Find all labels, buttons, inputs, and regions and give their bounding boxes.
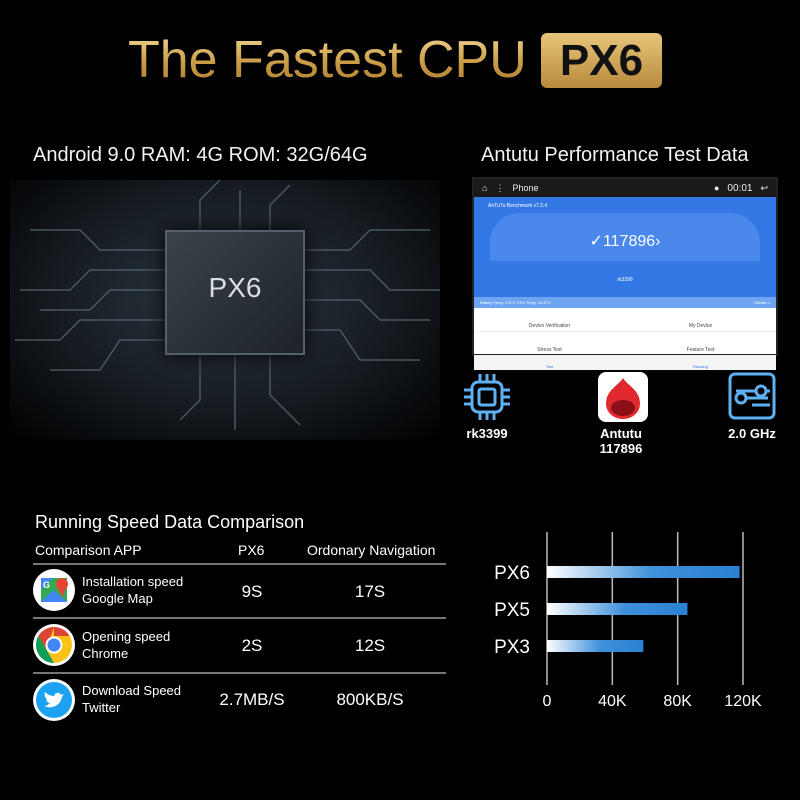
antutu-score: 117896 <box>602 233 656 250</box>
row-metric: Download Speed <box>82 683 182 698</box>
row-app: Chrome <box>82 646 129 661</box>
row-label: Download Speed Twitter <box>82 682 181 716</box>
header-app: Comparison APP <box>35 542 142 558</box>
cpu-chip-icon <box>464 374 510 420</box>
circuit-board-image: PX6 <box>10 180 440 440</box>
category-label: PX6 <box>494 563 530 584</box>
menu-my-device[interactable]: My Device <box>625 308 776 332</box>
twitter-icon <box>33 679 75 721</box>
comparison-title: Running Speed Data Comparison <box>35 512 305 532</box>
divider <box>33 617 446 619</box>
antutu-screenshot: ⌂ ⋮ Phone ● 00:01 ↩ AnTuTu Benchmark v7.2… <box>472 177 778 370</box>
location-icon: ● <box>713 183 720 193</box>
chrome-icon <box>33 624 75 666</box>
device-name: rk3399 <box>617 277 633 283</box>
google-maps-icon: G <box>33 569 75 611</box>
row-app: Twitter <box>82 700 121 715</box>
ordinary-value: 17S <box>354 582 386 601</box>
row-metric: Opening speed <box>82 629 171 644</box>
antutu-section-title: Antutu Performance Test Data <box>481 144 749 166</box>
back-icon: ↩ <box>760 182 768 193</box>
ordinary-value: 800KB/S <box>336 690 404 709</box>
svg-text:G: G <box>43 580 50 590</box>
row-label: Installation speed Google Map <box>82 573 183 607</box>
x-tick-label: 120K <box>724 693 762 710</box>
x-tick-label: 80K <box>663 693 692 710</box>
check-icon: ✓ <box>589 233 603 250</box>
cpu-label: rk3399 <box>466 426 508 441</box>
score-panel: AnTuTu Benchmark v7.2.4 ✓117896› rk3399 <box>474 197 776 297</box>
x-tick-label: 40K <box>598 693 627 710</box>
nav-test[interactable]: Test <box>545 364 554 369</box>
antutu-score-label: 117896 <box>599 441 643 456</box>
px6-value: 2S <box>241 636 263 655</box>
frequency-icon <box>728 372 776 420</box>
divider <box>33 672 446 674</box>
nav-ranking[interactable]: Ranking <box>693 364 708 369</box>
category-label: PX5 <box>494 600 530 621</box>
status-time: 00:01 <box>727 182 753 194</box>
bar-px6 <box>547 566 740 578</box>
row-label: Opening speed Chrome <box>82 628 170 662</box>
row-app: Google Map <box>82 591 153 606</box>
android-status-bar: ⌂ ⋮ Phone ● 00:01 ↩ <box>474 179 776 197</box>
temp-bar: Battery Temp: 2.0°C CPU Temp: 42.0°C Deta… <box>474 297 776 308</box>
specs-text: Android 9.0 RAM: 4G ROM: 32G/64G <box>33 144 368 166</box>
details-link[interactable]: Details > <box>754 300 770 305</box>
row-metric: Installation speed <box>82 574 184 589</box>
header-ordinary: Ordonary Navigation <box>307 542 436 558</box>
antutu-icon <box>598 372 648 422</box>
menu-feature-test[interactable]: Feature Test <box>625 332 776 356</box>
bar-px5 <box>547 603 688 615</box>
bar-px3 <box>547 640 644 652</box>
home-icon: ⌂ <box>482 183 488 193</box>
ordinary-value: 12S <box>354 636 386 655</box>
px6-value: 9S <box>241 582 263 601</box>
app-name: AnTuTu Benchmark v7.2.4 <box>488 203 548 209</box>
x-tick-label: 0 <box>543 693 552 710</box>
temp-text: Battery Temp: 2.0°C CPU Temp: 42.0°C <box>480 300 551 305</box>
benchmark-bar-chart: 0 40K 80K 120K PX6 PX5 PX3 <box>494 532 762 710</box>
px6-value: 2.7MB/S <box>219 690 285 709</box>
menu-dots-icon: ⋮ <box>495 182 505 193</box>
menu-device-verification[interactable]: Device Verification <box>474 308 625 332</box>
px6-badge: PX6 <box>541 33 662 88</box>
px6-chip: PX6 <box>165 230 305 355</box>
frequency-label: 2.0 GHz <box>728 426 776 441</box>
chip-label: PX6 <box>208 272 262 303</box>
antutu-label: Antutu <box>600 426 642 441</box>
circuit-traces <box>15 180 440 430</box>
page-title: The Fastest CPU <box>128 31 527 89</box>
status-app: Phone <box>512 183 539 193</box>
category-label: PX3 <box>494 637 530 658</box>
header-px6: PX6 <box>238 542 265 558</box>
divider <box>33 563 446 565</box>
menu-stress-test[interactable]: Stress Test <box>474 332 625 356</box>
